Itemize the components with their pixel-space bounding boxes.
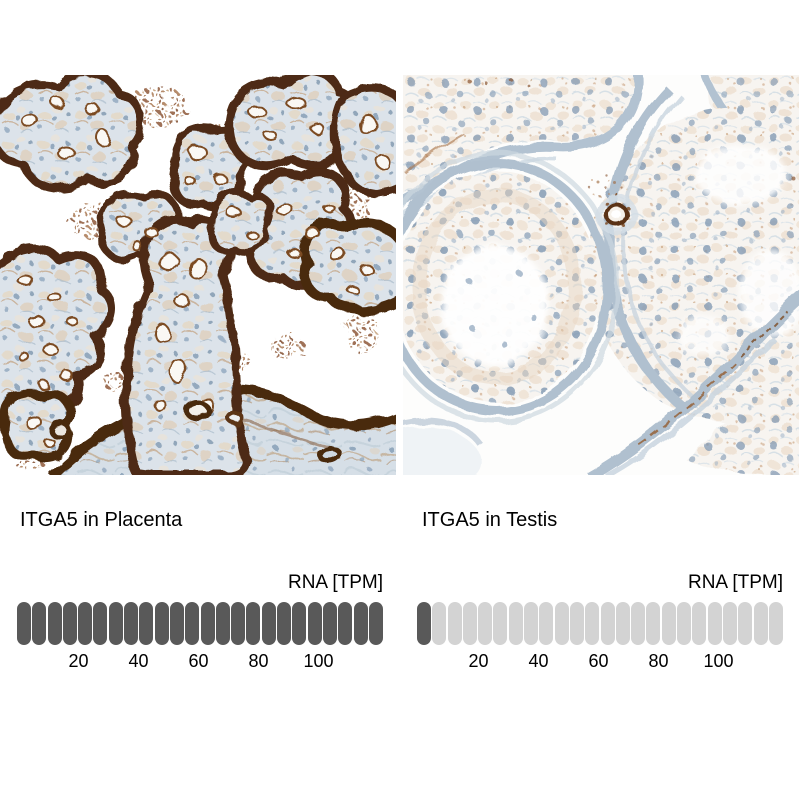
gauge-pill [231,602,246,645]
rna-axis-ticks: 20 40 60 80 100 [17,651,383,673]
axis-tick-label: 80 [248,651,269,671]
gauge-pill [169,602,184,645]
gauge-pill [447,602,462,645]
rna-pill-row [17,602,383,645]
gauge-pill [478,602,493,645]
gauge-pill [322,602,337,645]
axis-tick-label: 40 [528,651,549,671]
gauge-pill [78,602,93,645]
gauge-pill [93,602,108,645]
gauge-pill [368,602,383,645]
gauge-pill [524,602,539,645]
gauge-pill [47,602,62,645]
gauge-pill [707,602,722,645]
gauge-pill [32,602,47,645]
gauge-pill [215,602,230,645]
axis-tick-label: 60 [188,651,209,671]
gauge-pill [646,602,661,645]
gauge-pill [154,602,169,645]
gauge-pill [139,602,154,645]
gauge-pill [615,602,630,645]
gauge-pill [338,602,353,645]
gauge-pill [261,602,276,645]
placenta-ihc-image [0,75,396,475]
gauge-pill [417,602,431,645]
gauge-pill [292,602,307,645]
gauge-pill [585,602,600,645]
gauge-pill [493,602,508,645]
axis-tick-label: 100 [703,651,734,671]
gauge-pill [753,602,768,645]
gauge-pill [692,602,707,645]
gauge-pill [738,602,753,645]
gauge-pill [661,602,676,645]
panel-title-testis: ITGA5 in Testis [422,509,558,531]
gauge-pill [108,602,123,645]
rna-tpm-label: RNA [TPM] [287,572,383,593]
gauge-pill [277,602,292,645]
axis-tick-label: 20 [68,651,89,671]
gauge-pill [554,602,569,645]
gauge-pill [768,602,783,645]
axis-tick-label: 20 [468,651,489,671]
gauge-pill [569,602,584,645]
rna-gauge-testis: RNA [TPM] 20 40 60 80 100 [417,572,783,673]
gauge-pill [677,602,692,645]
gauge-pill [353,602,368,645]
gauge-pill [722,602,737,645]
gauge-pill [124,602,139,645]
rna-tpm-label: RNA [TPM] [687,572,783,593]
axis-tick-label: 40 [128,651,149,671]
gauge-pill [62,602,77,645]
axis-tick-label: 100 [303,651,334,671]
gauge-pill [539,602,554,645]
testis-ihc-image [403,75,799,475]
gauge-pill [185,602,200,645]
rna-gauge-placenta: RNA [TPM] 20 40 60 80 100 [17,572,383,673]
gauge-pill [600,602,615,645]
gauge-pill [200,602,215,645]
gauge-pill [462,602,477,645]
gauge-pill [631,602,646,645]
placenta-micrograph [0,75,396,475]
testis-micrograph [403,75,799,475]
rna-axis-ticks: 20 40 60 80 100 [417,651,783,673]
gauge-pill [17,602,31,645]
gauge-pill [508,602,523,645]
rna-pill-row [417,602,783,645]
axis-tick-label: 60 [588,651,609,671]
gauge-pill [432,602,447,645]
gauge-pill [307,602,322,645]
panel-title-placenta: ITGA5 in Placenta [20,509,183,531]
axis-tick-label: 80 [648,651,669,671]
micrograph-row [0,75,800,475]
gauge-pill [246,602,261,645]
